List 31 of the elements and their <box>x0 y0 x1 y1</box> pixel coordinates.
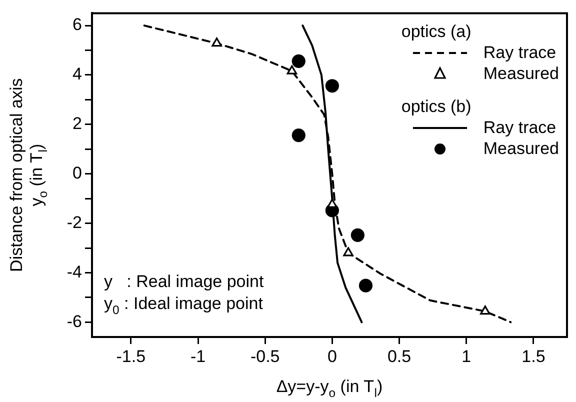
y-tick-label: 0 <box>72 164 82 183</box>
point <box>292 54 306 68</box>
legend-label: Measured <box>483 63 559 84</box>
y-tick-label: -4 <box>66 262 82 282</box>
x-tick-label: 1.5 <box>522 346 546 366</box>
point <box>358 278 373 292</box>
point <box>292 128 306 142</box>
legend-label: Ray trace <box>483 117 556 138</box>
point <box>343 247 354 256</box>
annotation: optics (b) <box>401 96 472 118</box>
y-tick-label: -6 <box>66 312 82 331</box>
point <box>325 79 339 93</box>
point <box>350 228 364 242</box>
y-tick-label: 6 <box>72 15 82 34</box>
y-tick-label: 2 <box>72 114 82 134</box>
annotation: optics (a) <box>401 21 472 42</box>
point <box>327 198 338 208</box>
x-tick-label: -1 <box>190 346 206 366</box>
x-tick-label: -1.5 <box>116 346 146 366</box>
point <box>286 65 298 74</box>
x-tick-label: -0.5 <box>250 346 280 366</box>
point <box>480 305 490 315</box>
point <box>212 38 222 47</box>
x-tick-label: 1 <box>462 346 472 366</box>
legend-label: Ray trace <box>483 42 556 64</box>
y-tick-label: -2 <box>66 212 82 232</box>
x-tick-label: 0 <box>327 346 337 366</box>
annotation: y : Real image point <box>104 272 264 291</box>
x-tick-label: 0.5 <box>387 346 412 366</box>
y-tick-label: 4 <box>72 64 82 84</box>
legend-label: Measured <box>483 138 559 160</box>
